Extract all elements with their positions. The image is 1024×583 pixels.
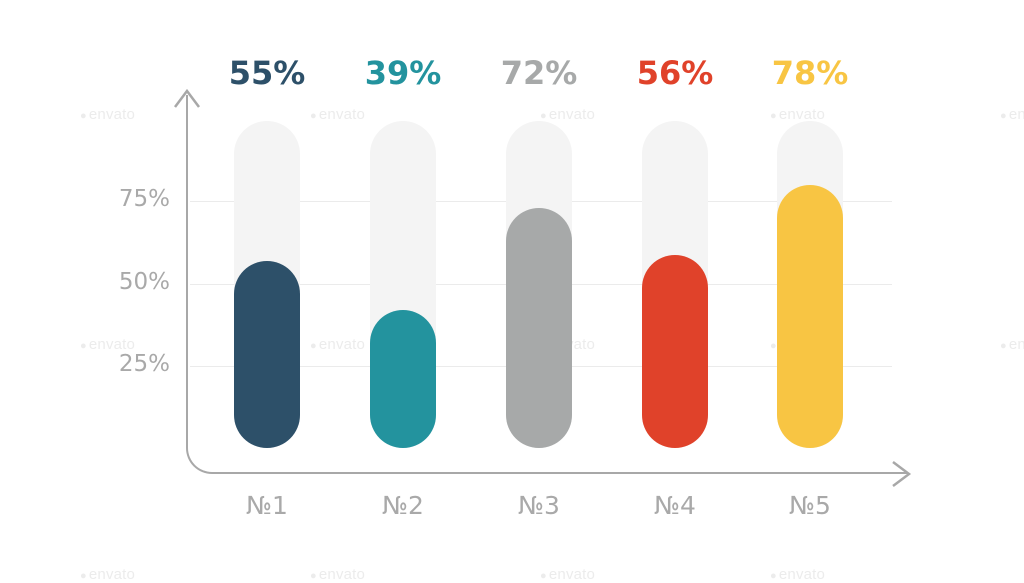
category-label: №4 [654, 491, 696, 520]
value-label: 39% [364, 54, 442, 92]
y-axis-arrow-icon [174, 88, 200, 108]
value-label: 78% [771, 54, 849, 92]
watermark: envato [770, 566, 825, 583]
y-axis [186, 95, 188, 435]
x-axis-arrow-icon [892, 461, 912, 487]
ytick-label: 75% [118, 186, 170, 212]
watermark: envato [1000, 106, 1024, 123]
watermark: envato [80, 106, 135, 123]
watermark: envato [310, 566, 365, 583]
bar-4 [642, 255, 708, 448]
ytick-label: 25% [118, 351, 170, 377]
category-label: №5 [789, 491, 831, 520]
watermark: envato [1000, 336, 1024, 353]
category-label: №1 [246, 491, 288, 520]
ytick-label: 50% [118, 269, 170, 295]
value-label: 55% [228, 54, 306, 92]
category-label: №2 [382, 491, 424, 520]
watermark: envato [80, 336, 135, 353]
bar-3 [506, 208, 572, 448]
x-axis [224, 472, 907, 474]
watermark: envato [770, 106, 825, 123]
watermark: envato [310, 106, 365, 123]
value-label: 56% [636, 54, 714, 92]
watermark: envato [310, 336, 365, 353]
category-label: №3 [518, 491, 560, 520]
bar-5 [777, 185, 843, 448]
bar-1 [234, 261, 300, 448]
watermark: envato [540, 106, 595, 123]
watermark: envato [80, 566, 135, 583]
bar-2 [370, 310, 436, 448]
value-label: 72% [500, 54, 578, 92]
watermark: envato [540, 566, 595, 583]
axis-corner [186, 430, 226, 474]
